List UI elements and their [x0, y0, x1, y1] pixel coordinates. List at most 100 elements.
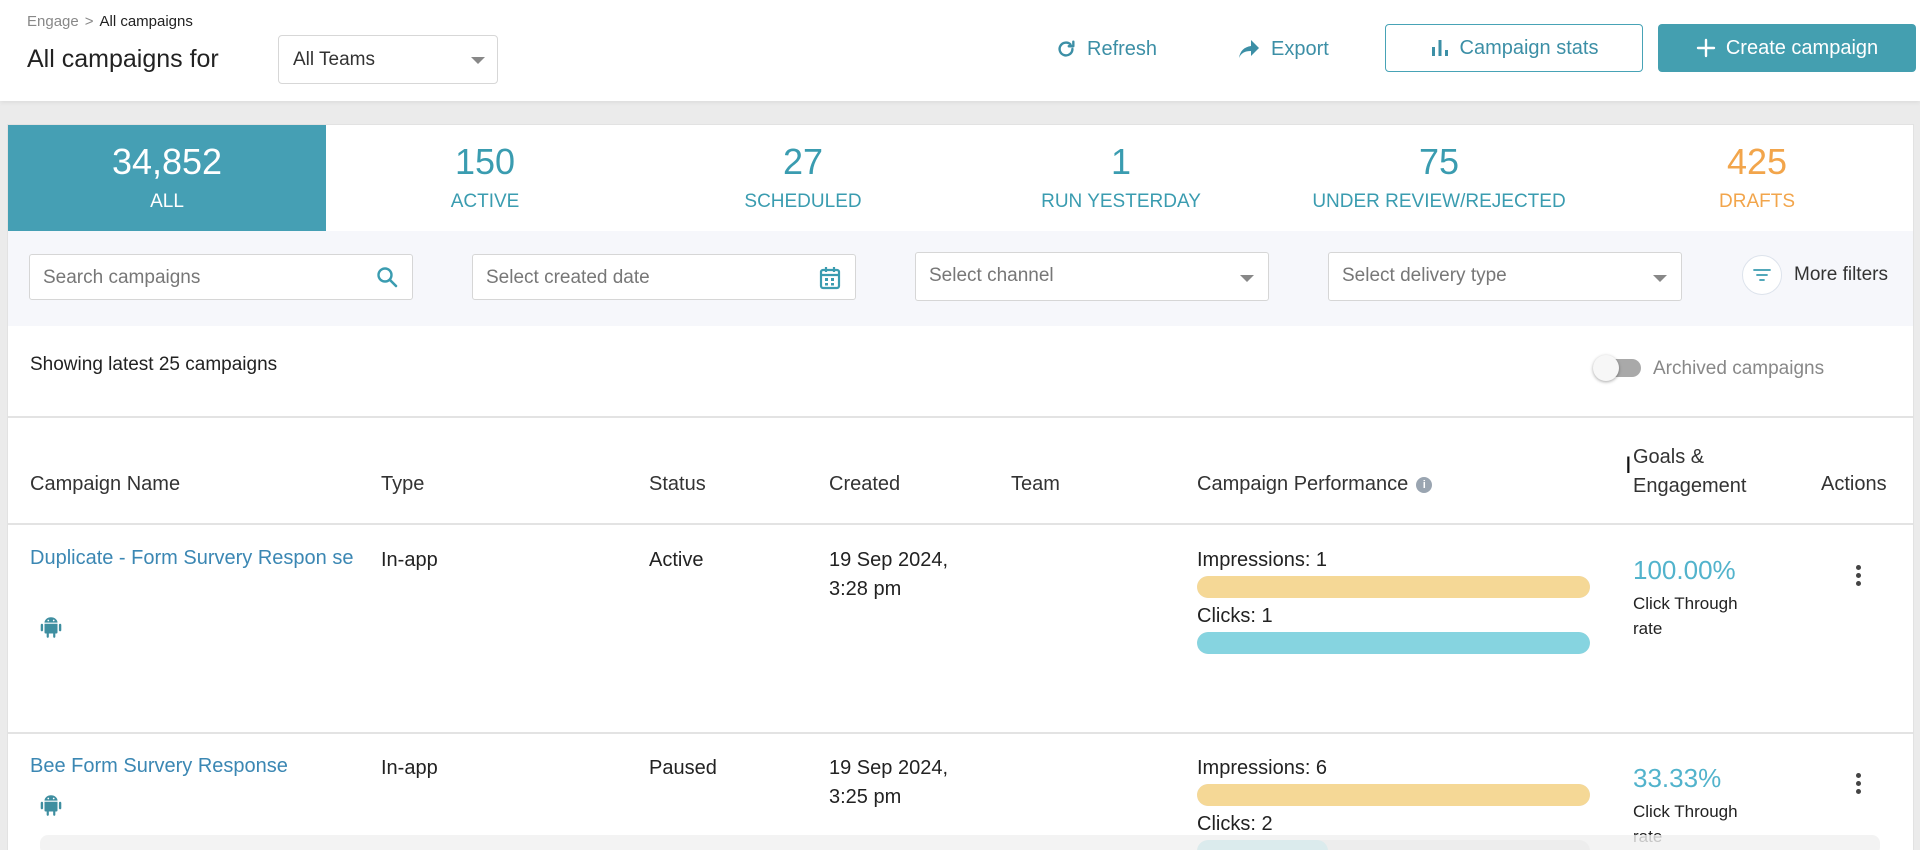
android-icon: [40, 617, 62, 638]
chevron-down-icon: [471, 57, 485, 64]
stat-label: DRAFTS: [1719, 191, 1795, 212]
tab-all[interactable]: 34,852 ALL: [8, 125, 326, 231]
search-placeholder: Search campaigns: [43, 267, 201, 288]
created-time: 3:28 pm: [829, 578, 902, 600]
row-actions-menu-icon[interactable]: [1856, 565, 1862, 589]
created-date: 19 Sep 2024,: [829, 757, 948, 779]
scroll-overlay: [40, 835, 1880, 850]
campaign-type: In-app: [381, 549, 438, 571]
impressions-bar: [1197, 784, 1590, 806]
click-through-rate-label: Click Through rate: [1633, 594, 1738, 638]
breadcrumb-engage[interactable]: Engage: [27, 13, 79, 30]
campaign-status: Active: [649, 549, 704, 571]
goals-header-line1: Goals &: [1633, 446, 1705, 468]
stat-count: 75: [1418, 141, 1460, 182]
stat-label: SCHEDULED: [744, 191, 862, 212]
column-header-goals[interactable]: Goals & Engagement: [1633, 443, 1746, 501]
channel-placeholder: Select channel: [929, 265, 1054, 286]
tab-drafts[interactable]: 425 DRAFTS: [1598, 125, 1916, 231]
column-header-type[interactable]: Type: [381, 473, 425, 495]
stat-label: ACTIVE: [450, 191, 520, 212]
column-header-actions: Actions: [1821, 473, 1887, 495]
plus-icon: [1696, 38, 1716, 58]
goals-header-line2: Engagement: [1633, 475, 1747, 497]
refresh-label: Refresh: [1087, 37, 1158, 60]
tab-under-review[interactable]: 75 UNDER REVIEW/REJECTED: [1280, 125, 1598, 231]
clicks-label: Clicks: 2: [1197, 813, 1273, 835]
campaign-type: In-app: [381, 757, 438, 779]
delivery-type-select[interactable]: Select delivery type: [1328, 252, 1682, 301]
more-filters-button[interactable]: More filters: [1742, 255, 1888, 295]
performance-header-label: Campaign Performance: [1197, 473, 1409, 495]
stat-count: 27: [782, 141, 824, 182]
team-select[interactable]: All Teams: [278, 35, 498, 84]
text-cursor-icon: I: [1625, 452, 1632, 479]
column-header-performance[interactable]: Campaign Performance i: [1197, 473, 1433, 496]
campaign-stats-label: Campaign stats: [1459, 36, 1599, 59]
page-header: Engage > All campaigns All campaigns for A…: [0, 0, 1920, 101]
stat-label: UNDER REVIEW/REJECTED: [1312, 191, 1566, 212]
column-header-team[interactable]: Team: [1011, 473, 1060, 495]
impressions-bar: [1197, 576, 1590, 598]
campaign-name-link[interactable]: Bee Form Survery Response: [30, 755, 288, 777]
impressions-label: Impressions: 6: [1197, 757, 1328, 779]
row-actions-menu-icon[interactable]: [1856, 773, 1862, 797]
tab-run-yesterday[interactable]: 1 RUN YESTERDAY: [962, 125, 1280, 231]
created-date-picker[interactable]: Select created date: [472, 254, 856, 300]
create-campaign-button[interactable]: Create campaign: [1658, 24, 1916, 72]
created-time: 3:25 pm: [829, 786, 902, 808]
android-icon: [40, 795, 62, 816]
chevron-down-icon: [1240, 275, 1254, 282]
divider: [8, 523, 1913, 525]
created-date-placeholder: Select created date: [486, 267, 650, 288]
click-through-rate: 33.33%: [1633, 763, 1722, 793]
export-button[interactable]: Export: [1237, 26, 1329, 72]
team-select-value: All Teams: [293, 49, 376, 70]
chevron-down-icon: [1653, 275, 1667, 282]
search-icon: [377, 267, 398, 288]
delivery-type-placeholder: Select delivery type: [1342, 265, 1507, 286]
share-arrow-icon: [1239, 40, 1259, 58]
breadcrumb: Engage > All campaigns: [27, 13, 193, 30]
campaigns-panel: 34,852 ALL 150 ACTIVE 27 SCHEDULED 1 RUN…: [7, 124, 1914, 850]
impressions-label: Impressions: 1: [1197, 549, 1328, 571]
column-header-name[interactable]: Campaign Name: [30, 473, 181, 495]
export-label: Export: [1271, 37, 1329, 60]
campaign-status: Paused: [649, 757, 717, 779]
campaign-stats-button[interactable]: Campaign stats: [1385, 24, 1643, 72]
column-header-status[interactable]: Status: [649, 473, 706, 495]
stat-label: ALL: [150, 191, 184, 212]
info-icon[interactable]: i: [1416, 477, 1433, 493]
page-title: All campaigns for: [27, 45, 219, 73]
refresh-icon: [1058, 40, 1075, 57]
create-campaign-label: Create campaign: [1725, 36, 1879, 59]
stat-count: 425: [1726, 141, 1788, 182]
impressions-bar-fill: [1197, 576, 1590, 598]
archived-label: Archived campaigns: [1653, 358, 1825, 379]
clicks-bar-fill: [1197, 632, 1590, 654]
refresh-button[interactable]: Refresh: [1055, 26, 1157, 72]
calendar-icon: [819, 267, 841, 290]
search-input[interactable]: Search campaigns: [29, 254, 413, 300]
filter-bar: Search campaigns Select created date Sel…: [8, 231, 1913, 326]
bar-chart-icon: [1431, 40, 1448, 56]
impressions-bar-fill: [1197, 784, 1590, 806]
tab-active[interactable]: 150 ACTIVE: [326, 125, 644, 231]
archived-toggle[interactable]: [1593, 355, 1645, 381]
campaign-name-link[interactable]: Duplicate - Form Survery Respon se: [30, 547, 354, 569]
clicks-label: Clicks: 1: [1197, 605, 1273, 627]
click-through-rate: 100.00%: [1633, 555, 1736, 585]
stat-count: 34,852: [111, 141, 223, 182]
clicks-bar: [1197, 632, 1590, 654]
tab-scheduled[interactable]: 27 SCHEDULED: [644, 125, 962, 231]
stat-count: 150: [454, 141, 516, 182]
showing-count-text: Showing latest 25 campaigns: [30, 354, 278, 375]
toggle-knob: [1593, 355, 1619, 381]
created-date: 19 Sep 2024,: [829, 549, 948, 571]
channel-select[interactable]: Select channel: [915, 252, 1269, 301]
filter-icon: [1742, 255, 1782, 295]
stat-label: RUN YESTERDAY: [1041, 191, 1201, 212]
divider: [8, 416, 1913, 418]
divider: [8, 732, 1913, 734]
column-header-created[interactable]: Created: [829, 473, 901, 495]
